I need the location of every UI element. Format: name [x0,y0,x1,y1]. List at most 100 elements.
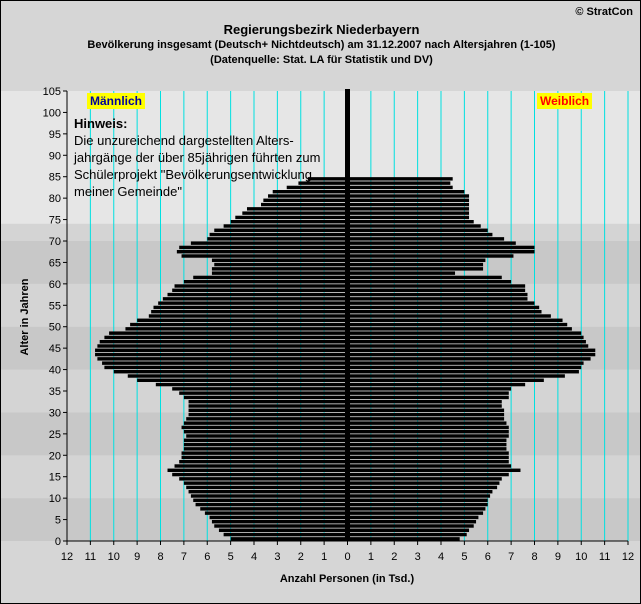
bar-female [347,365,582,370]
bar-female [347,241,516,245]
bar-male [97,357,348,361]
bar-male [268,194,348,198]
bar-male [95,352,348,357]
x-tick-label: 1 [368,551,374,563]
bar-female [347,224,481,228]
bar-female [347,447,507,451]
bar-female [347,515,479,520]
bar-female [347,502,488,507]
x-tick-label: 12 [622,551,634,563]
bar-male [190,241,348,245]
y-tick-label: 30 [49,407,61,419]
bar-male [261,202,348,207]
bar-female [347,335,584,340]
bar-female [347,220,474,224]
bar-female [347,494,491,498]
bar-female [347,190,465,194]
x-tick-label: 2 [298,551,304,563]
bar-male [272,190,348,194]
bar-male [104,335,348,340]
bar-male [183,280,348,284]
bar-female [347,421,507,425]
bar-female [347,485,498,490]
bar-female [347,194,470,198]
x-tick-label: 6 [485,551,491,563]
bar-male [153,305,348,310]
y-tick-label: 60 [49,279,61,291]
bar-female [347,340,586,344]
bar-male [130,322,348,327]
bar-male [172,387,348,391]
bar-male [263,198,348,202]
bar-male [155,382,348,387]
bar-male [183,481,348,485]
y-tick-label: 70 [49,236,61,248]
x-tick-label: 1 [321,551,327,563]
x-tick-label: 4 [251,551,257,563]
y-tick-label: 40 [49,365,61,377]
x-axis-label: Anzahl Personen (in Tsd.) [280,573,415,585]
bar-male [209,232,348,237]
bar-male [113,370,348,374]
bar-female [347,378,544,382]
bar-male [183,438,348,442]
y-tick-label: 5 [55,515,61,527]
x-tick-label: 4 [438,551,444,563]
bar-female [347,404,502,408]
bar-female [347,314,551,318]
bar-female [347,258,486,262]
y-tick-labels: 0 5 10 15 20 25 30 35 40 45 50 55 60 65 70 75 80 85 90 95 10… [43,86,67,548]
bar-male [211,258,348,262]
bar-female [347,267,484,271]
bar-female [347,382,526,387]
x-tick-label: 11 [85,551,96,563]
bar-female [347,400,502,404]
bar-male [186,417,348,421]
bar-male [172,472,348,477]
bar-male [179,460,348,464]
bar-male [223,224,348,228]
x-tick-label: 5 [461,551,467,563]
y-tick-label: 10 [49,493,61,505]
bar-male [183,421,348,425]
bar-male [151,310,348,314]
x-tick-label: 7 [181,551,187,563]
y-tick-label: 0 [55,536,61,548]
bar-female [347,250,535,254]
x-tick-label: 7 [508,551,514,563]
bar-male [183,447,348,451]
bar-male [186,485,348,490]
bar-male [214,262,348,267]
bar-male [193,275,348,280]
x-tick-label: 3 [274,551,280,563]
bar-male [102,361,348,365]
bar-male [125,327,348,331]
bar-female [347,490,493,494]
bar-female [347,477,502,481]
bar-male [176,250,348,254]
bar-female [347,352,596,357]
x-tick-label: 8 [531,551,537,563]
bar-female [347,280,512,284]
bar-male [181,451,348,455]
y-axis-label: Alter in Jahren [19,278,31,355]
bar-male [200,507,348,511]
bars [95,177,596,541]
bar-male [209,515,348,520]
bar-female [347,237,505,241]
bar-female [347,271,456,275]
bar-male [183,442,348,447]
bar-female [347,297,528,301]
bar-female [347,537,460,541]
x-tick-label: 9 [555,551,561,563]
bar-male [179,477,348,481]
bar-female [347,202,470,207]
bar-male [172,288,348,292]
bar-male [235,215,348,220]
bar-male [188,404,348,408]
y-tick-label: 75 [49,215,61,227]
bar-female [347,430,509,434]
bar-female [347,464,512,468]
bar-male [127,374,348,378]
